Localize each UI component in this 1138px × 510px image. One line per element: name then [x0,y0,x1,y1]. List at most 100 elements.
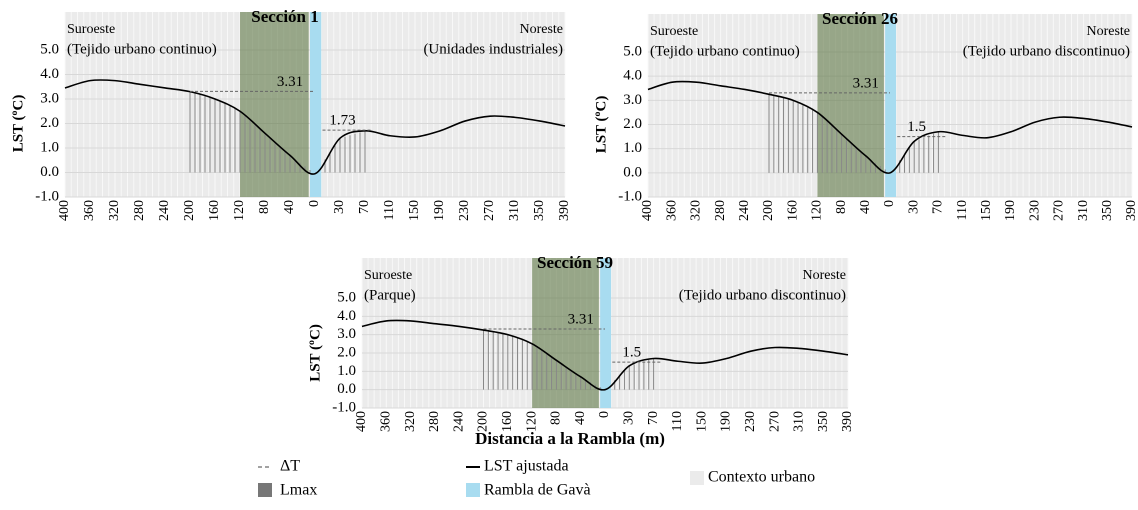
x-tick-label: 350 [1100,200,1115,221]
x-tick-label: 120 [524,411,539,432]
x-tick-label: 70 [357,200,372,214]
x-tick-label: 30 [906,200,921,214]
x-tick-label: 320 [107,200,122,221]
x-tick-label: 270 [482,200,497,221]
context-label: (Tejido urbano discontinuo) [963,43,1130,59]
delta-t-label: 3.31 [277,74,303,90]
corner-label: Suroeste [67,22,115,37]
y-tick-label: 0.0 [40,164,59,180]
rambla-zone [310,12,322,197]
delta-t-label: 3.31 [568,311,594,327]
legend-swatch [690,471,704,485]
y-tick-label: 2.0 [337,344,356,360]
x-tick-label: 400 [640,200,655,221]
x-tick-label: 230 [1027,200,1042,221]
legend-label: Contexto urbano [708,469,815,486]
x-tick-label: 120 [810,200,825,221]
x-tick-label: 80 [549,411,564,425]
x-tick-label: 150 [694,411,709,432]
x-tick-label: 80 [257,200,272,214]
y-tick-label: 5.0 [623,43,642,59]
x-tick-label: 280 [132,200,147,221]
x-tick-label: 350 [816,411,831,432]
x-tick-label: 400 [354,411,369,432]
x-tick-label: 240 [157,200,172,221]
x-tick-label: 150 [407,200,422,221]
x-tick-label: 310 [507,200,522,221]
context-label: (Tejido urbano discontinuo) [679,287,846,303]
legend-swatch [258,483,272,497]
context-label: (Parque) [364,287,416,303]
x-tick-label: 110 [670,411,685,431]
rambla-zone [600,258,612,408]
corner-label: Noreste [1086,24,1130,39]
x-tick-label: 80 [834,200,849,214]
x-tick-label: 390 [557,200,572,221]
y-tick-label: 5.0 [40,41,59,57]
x-tick-label: 390 [840,411,855,432]
lst-line [64,79,566,175]
y-tick-label: 2.0 [40,115,59,131]
x-tick-label: 110 [382,200,397,220]
x-tick-label: 240 [737,200,752,221]
x-tick-label: 40 [282,200,297,214]
legend-swatch [466,483,480,497]
x-tick-label: 160 [785,200,800,221]
x-tick-label: 310 [1076,200,1091,221]
x-tick-label: 360 [82,200,97,221]
y-tick-label: 1.0 [337,363,356,379]
x-tick-label: 190 [432,200,447,221]
x-tick-label: 40 [858,200,873,214]
delta-t-label: 1.5 [907,119,926,135]
corner-label: Noreste [519,22,563,37]
x-tick-label: 150 [979,200,994,221]
x-tick-label: 110 [955,200,970,220]
chart-title: Sección 1 [251,7,319,26]
x-tick-label: 190 [719,411,734,432]
urban-zone [817,14,884,197]
x-tick-label: 280 [427,411,442,432]
corner-label: Noreste [802,268,846,283]
y-tick-label: 3.0 [623,92,642,108]
context-label: (Tejido urbano continuo) [650,43,800,59]
x-tick-label: 400 [57,200,72,221]
x-tick-label: 390 [1124,200,1138,221]
rambla-zone [885,14,897,197]
y-tick-label: 5.0 [337,289,356,305]
x-tick-label: 240 [451,411,466,432]
legend-label: LST ajustada [484,458,569,475]
y-tick-label: -1.0 [618,188,642,204]
x-tick-label: 40 [573,411,588,425]
y-tick-label: 1.0 [623,140,642,156]
x-tick-label: 0 [597,411,612,418]
y-tick-label: -1.0 [35,188,59,204]
y-axis-label: LST (ºC) [307,324,323,382]
legend: ΔT Lmax LST ajustada Rambla de Gavà Cont… [258,458,815,499]
lst-line [647,80,1133,174]
y-axis-label: LST (ºC) [593,96,609,154]
chart-title: Sección 59 [537,253,613,272]
legend-label: Rambla de Gavà [484,482,591,499]
x-axis-label: Distancia a la Rambla (m) [475,429,665,448]
x-tick-label: 230 [457,200,472,221]
x-tick-label: 360 [664,200,679,221]
x-tick-label: 0 [882,200,897,207]
x-tick-label: 270 [767,411,782,432]
y-tick-label: -1.0 [332,399,356,415]
x-tick-label: 30 [332,200,347,214]
y-tick-label: 2.0 [623,116,642,132]
y-tick-label: 4.0 [40,66,59,82]
x-tick-label: 280 [713,200,728,221]
x-tick-label: 70 [646,411,661,425]
x-tick-label: 320 [403,411,418,432]
y-tick-label: 3.0 [337,326,356,342]
x-tick-label: 200 [476,411,491,432]
corner-label: Suroeste [650,24,698,39]
y-tick-label: 4.0 [337,308,356,324]
urban-zone [240,12,309,197]
lst-line [361,319,849,391]
x-tick-label: 350 [532,200,547,221]
x-tick-label: 70 [931,200,946,214]
y-tick-label: 0.0 [623,164,642,180]
